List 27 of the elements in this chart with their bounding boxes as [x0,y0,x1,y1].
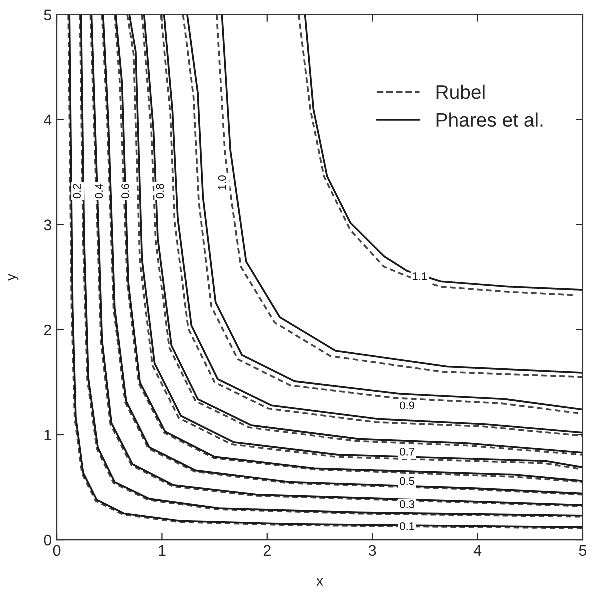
x-tick-label: 1 [159,545,166,556]
y-axis-title: y [8,274,19,281]
y-tick-label: 4 [44,114,52,126]
y-tick-label: 5 [44,10,52,21]
x-tick-label: 4 [474,545,482,556]
annotation: 0.2 [73,184,82,199]
x-tick-label: 2 [264,545,271,556]
annotation: 1.0 [218,176,226,190]
annotation: 0.9 [400,402,414,410]
annotation: 0.5 [400,477,415,486]
x-tick-label: 3 [368,545,376,556]
y-tick-label: 0 [44,534,52,546]
annotation: 0.6 [122,184,130,199]
y-tick-label: 3 [44,220,52,231]
legend-label: Phares et al. [436,112,543,128]
x-axis-title: x [316,578,324,586]
annotation: 1.1 [413,272,428,280]
y-tick-label: 1 [44,430,52,441]
annotation: 0.1 [400,522,414,530]
annotation: 0.4 [95,184,104,199]
annotation: 0.3 [400,500,415,508]
x-tick-label: 0 [53,545,61,556]
legend-label: Rubel [436,84,485,100]
annotation: 0.8 [156,184,164,199]
x-tick-label: 5 [579,545,587,556]
annotation: 0.7 [400,448,414,456]
y-tick-label: 2 [44,324,52,336]
